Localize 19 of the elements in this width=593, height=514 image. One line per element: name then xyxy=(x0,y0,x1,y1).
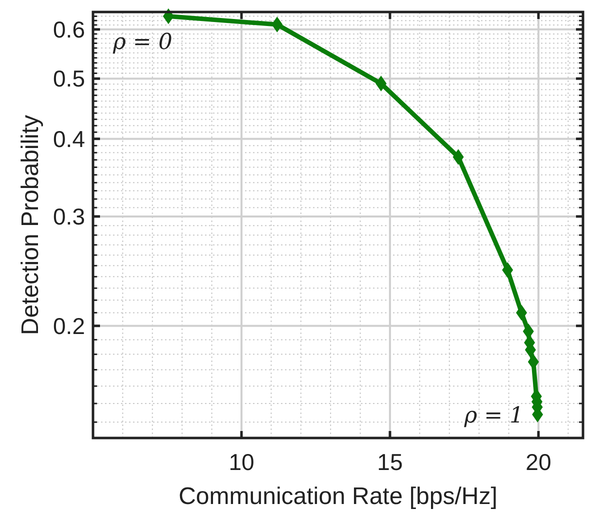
point xyxy=(522,324,534,339)
y-tick-label: 0.5 xyxy=(53,66,85,92)
annotation: ρ = 1 xyxy=(463,404,524,429)
y-tick-label: 0.6 xyxy=(53,16,85,42)
point xyxy=(502,262,513,278)
x-tick-label: 20 xyxy=(526,449,552,475)
point xyxy=(272,17,283,32)
y-tick-label: 0.2 xyxy=(53,312,85,339)
y-tick-label: 0.3 xyxy=(53,204,85,230)
y-axis-title: Detection Probability xyxy=(17,114,44,336)
x-tick-label: 10 xyxy=(228,449,254,475)
point xyxy=(376,76,386,92)
point xyxy=(528,354,539,370)
point xyxy=(452,149,464,164)
annotation: ρ = 0 xyxy=(112,30,172,55)
x-axis-title: Communication Rate [bps/Hz] xyxy=(178,483,498,510)
point xyxy=(516,305,527,320)
x-tick-label: 15 xyxy=(377,449,403,475)
y-tick-label: 0.4 xyxy=(53,126,86,152)
